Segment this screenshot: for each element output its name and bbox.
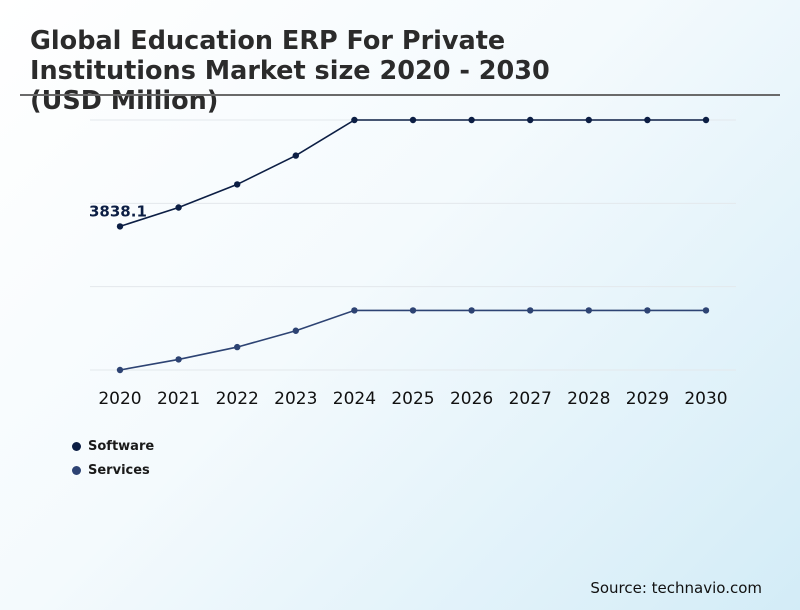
data-point-services xyxy=(409,307,417,314)
data-point-software xyxy=(585,116,592,124)
x-tick-label: 2022 xyxy=(216,389,259,409)
legend: Software Services xyxy=(72,434,154,482)
data-point-services xyxy=(468,307,475,314)
data-point-services xyxy=(351,307,358,314)
legend-marker-software xyxy=(72,441,81,451)
data-point-services xyxy=(175,356,182,363)
x-tick-label: 2029 xyxy=(626,389,669,409)
data-point-software xyxy=(292,152,299,159)
data-point-software xyxy=(409,116,417,124)
data-point-software xyxy=(644,116,651,124)
legend-label-services: Services xyxy=(88,462,150,478)
data-point-services xyxy=(527,307,534,314)
data-point-services xyxy=(116,366,124,374)
x-tick-label: 2025 xyxy=(391,389,434,409)
x-tick-label: 2023 xyxy=(274,389,317,409)
series-line-software xyxy=(119,119,706,228)
x-tick-label: 2028 xyxy=(567,389,610,409)
data-point-services xyxy=(292,327,299,334)
title-divider xyxy=(20,94,780,96)
data-label-software: 3838.1 xyxy=(89,202,147,220)
data-point-software xyxy=(527,116,534,124)
source-credit: Source: technavio.com xyxy=(590,579,762,597)
data-point-services xyxy=(644,307,651,314)
x-tick-label: 2021 xyxy=(157,389,200,409)
x-tick-label: 2030 xyxy=(684,389,727,409)
series-line-services xyxy=(119,309,706,371)
x-tick-label: 2020 xyxy=(98,389,141,409)
legend-item-services: Services xyxy=(72,458,154,482)
data-point-services xyxy=(585,307,592,314)
data-point-software xyxy=(234,181,241,188)
data-point-software xyxy=(468,116,475,124)
legend-item-software: Software xyxy=(72,434,154,458)
chart-title: Global Education ERP For Private Institu… xyxy=(30,26,550,116)
data-point-software xyxy=(351,116,358,124)
x-tick-label: 2024 xyxy=(333,389,376,409)
x-tick-label: 2027 xyxy=(509,389,552,409)
legend-marker-services xyxy=(72,465,81,475)
legend-label-software: Software xyxy=(88,438,155,454)
x-tick-label: 2026 xyxy=(450,389,493,409)
data-point-services xyxy=(702,307,710,314)
data-point-services xyxy=(234,343,241,351)
data-point-software xyxy=(116,223,124,230)
data-point-software xyxy=(702,116,710,124)
data-point-software xyxy=(175,204,182,211)
